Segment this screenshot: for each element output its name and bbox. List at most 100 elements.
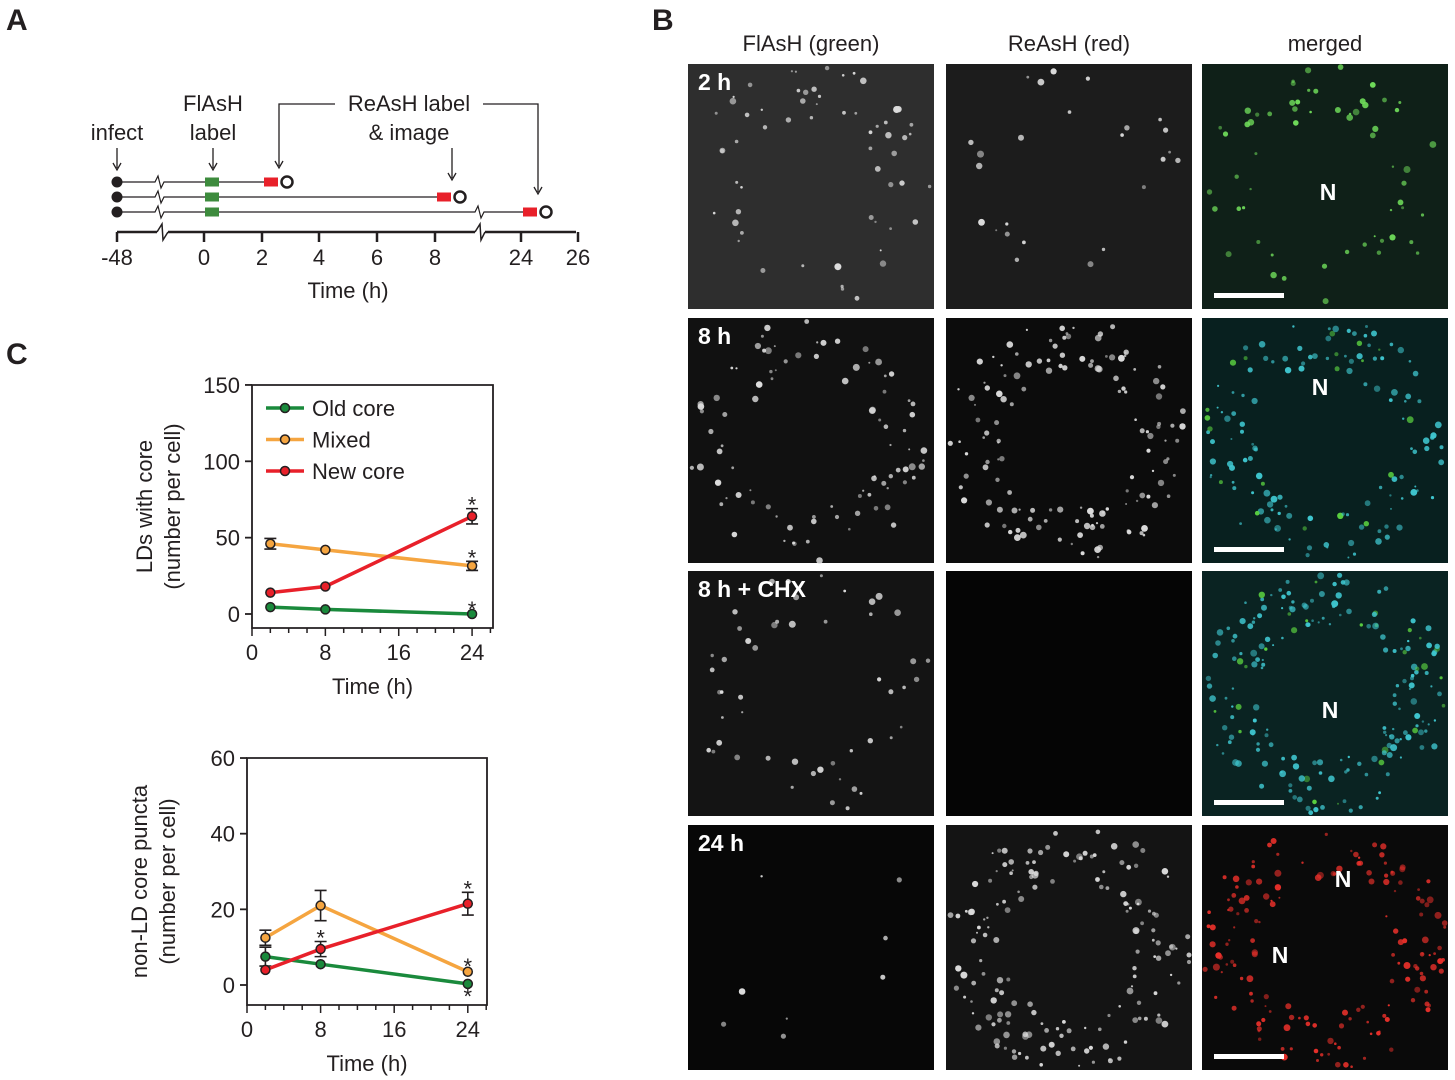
puncta xyxy=(1246,975,1254,983)
puncta xyxy=(852,363,860,371)
micrograph-background xyxy=(946,318,1192,563)
puncta xyxy=(1424,902,1430,908)
puncta xyxy=(854,111,858,115)
puncta xyxy=(1239,522,1242,525)
puncta xyxy=(1274,525,1281,532)
puncta xyxy=(1006,1021,1011,1025)
puncta xyxy=(1251,864,1256,869)
puncta xyxy=(1005,222,1009,226)
puncta xyxy=(1004,907,1011,913)
puncta xyxy=(1421,936,1429,944)
puncta xyxy=(801,264,805,268)
puncta xyxy=(769,578,775,585)
puncta xyxy=(1410,673,1415,678)
puncta xyxy=(1151,502,1158,509)
puncta xyxy=(1236,658,1244,665)
puncta xyxy=(762,348,767,353)
puncta xyxy=(1356,340,1363,346)
puncta xyxy=(1161,1020,1169,1028)
puncta xyxy=(902,480,908,485)
puncta xyxy=(834,514,840,520)
puncta xyxy=(1292,795,1297,800)
puncta xyxy=(1325,335,1332,342)
nucleus-label: N xyxy=(1322,697,1339,723)
puncta xyxy=(730,366,734,370)
puncta xyxy=(737,626,742,631)
x-tick-label: 0 xyxy=(246,640,258,665)
puncta xyxy=(1100,334,1103,337)
puncta xyxy=(785,1017,788,1020)
puncta xyxy=(1110,843,1118,850)
puncta xyxy=(1165,950,1171,957)
puncta xyxy=(1405,393,1412,400)
puncta xyxy=(1232,875,1240,883)
puncta xyxy=(1221,752,1225,755)
puncta xyxy=(1253,704,1260,711)
puncta xyxy=(810,770,817,777)
puncta xyxy=(1357,761,1362,766)
puncta xyxy=(1063,851,1070,858)
puncta xyxy=(1027,1001,1033,1007)
puncta xyxy=(1392,693,1397,698)
puncta xyxy=(1007,490,1012,495)
puncta xyxy=(1033,870,1039,877)
data-point xyxy=(315,943,326,955)
puncta xyxy=(1233,926,1236,929)
puncta xyxy=(1384,1017,1390,1022)
puncta xyxy=(720,444,724,448)
puncta xyxy=(1392,701,1398,706)
puncta xyxy=(845,806,850,811)
puncta xyxy=(790,785,794,789)
puncta xyxy=(752,395,759,403)
puncta xyxy=(1389,494,1392,497)
puncta xyxy=(721,716,724,719)
puncta xyxy=(1254,919,1259,924)
y-tick-label: 0 xyxy=(223,973,235,998)
puncta xyxy=(719,502,724,507)
puncta xyxy=(712,211,716,215)
puncta xyxy=(1202,966,1208,972)
puncta xyxy=(1040,1045,1047,1052)
puncta xyxy=(1251,661,1258,668)
puncta xyxy=(1378,348,1381,351)
puncta xyxy=(882,389,887,394)
chart-non-ld-core-puncta: 0 20 40 60 0 8 16 24 Time (h) non-LD core puncta(… xyxy=(127,746,488,1076)
data-point xyxy=(462,978,474,990)
puncta xyxy=(1408,687,1412,691)
puncta xyxy=(1172,473,1176,477)
puncta xyxy=(1244,664,1248,669)
puncta xyxy=(1410,698,1418,705)
puncta xyxy=(1231,687,1235,690)
puncta xyxy=(697,403,705,410)
puncta xyxy=(815,103,818,106)
puncta xyxy=(884,504,891,511)
puncta xyxy=(977,150,984,158)
puncta xyxy=(1414,986,1421,993)
puncta xyxy=(1123,1040,1128,1044)
puncta xyxy=(1157,365,1162,369)
puncta xyxy=(1263,994,1269,1000)
puncta xyxy=(983,381,986,384)
puncta xyxy=(1125,909,1129,913)
puncta xyxy=(1439,445,1444,450)
puncta xyxy=(1339,613,1342,617)
puncta xyxy=(1270,495,1278,503)
puncta xyxy=(1242,457,1248,463)
puncta xyxy=(1270,253,1274,257)
legend-item-old-core: Old core xyxy=(266,396,395,421)
puncta xyxy=(1135,898,1142,906)
puncta xyxy=(1168,150,1171,154)
puncta xyxy=(1270,271,1277,279)
puncta xyxy=(909,411,916,418)
puncta xyxy=(1430,685,1433,688)
puncta xyxy=(1087,261,1094,268)
puncta xyxy=(1250,999,1254,1003)
puncta xyxy=(1247,456,1253,461)
puncta xyxy=(1229,464,1235,471)
puncta xyxy=(1372,622,1379,630)
puncta xyxy=(1231,480,1235,484)
puncta xyxy=(1126,864,1132,870)
puncta xyxy=(829,800,835,806)
puncta xyxy=(910,401,916,407)
puncta xyxy=(1267,111,1273,117)
